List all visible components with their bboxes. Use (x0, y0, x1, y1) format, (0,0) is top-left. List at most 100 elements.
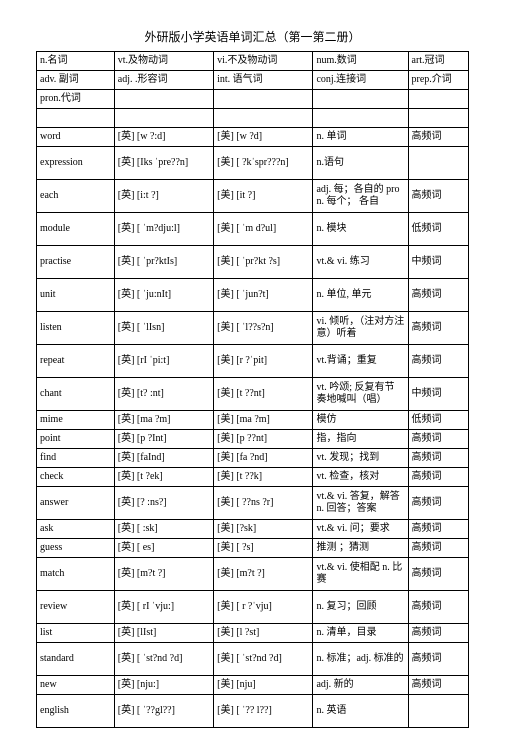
cell-c5: 高频词 (408, 279, 469, 312)
cell-c1: point (37, 430, 115, 449)
header-cell: vi.不及物动词 (214, 52, 313, 71)
cell-c2: [英] [faInd] (114, 449, 213, 468)
cell-c3: [美] [m?t ?] (214, 558, 313, 591)
cell-c1: repeat (37, 345, 115, 378)
cell-c4: n. 单词 (313, 128, 408, 147)
table-row: repeat[英] [rI ˈpi:t][美] [r ?ˈpit]vt.背诵；重… (37, 345, 469, 378)
table-row: practise[英] [ ˈpr?ktIs][美] [ ˈpr?kt ?s]v… (37, 246, 469, 279)
cell-c2: [英] [nju:] (114, 676, 213, 695)
cell-c1: find (37, 449, 115, 468)
table-row: mime[英] [ma ?m][美] [ma ?m]模仿低频词 (37, 411, 469, 430)
table-row: listen[英] [ ˈlIsn][美] [ ˈl??s?n]vi. 倾听，（… (37, 312, 469, 345)
header-cell: prep.介词 (408, 71, 469, 90)
cell-c2: [英] [t ?ek] (114, 468, 213, 487)
cell-c3: [美] [l ?st] (214, 624, 313, 643)
header-cell (214, 109, 313, 128)
cell-c2: [英] [ ˈpr?ktIs] (114, 246, 213, 279)
header-cell: n.名词 (37, 52, 115, 71)
cell-c3: [美] [ ˈl??s?n] (214, 312, 313, 345)
cell-c1: ask (37, 520, 115, 539)
table-row: standard[英] [ ˈst?nd ?d][美] [ ˈst?nd ?d]… (37, 643, 469, 676)
cell-c1: each (37, 180, 115, 213)
table-row: unit[英] [ ˈju:nIt][美] [ ˈjun?t]n. 单位, 单元… (37, 279, 469, 312)
cell-c2: [英] [Iks ˈpre??n] (114, 147, 213, 180)
cell-c5: 高频词 (408, 449, 469, 468)
table-row: word[英] [w ?:d][美] [w ?d]n. 单词高频词 (37, 128, 469, 147)
cell-c5: 高频词 (408, 312, 469, 345)
header-cell (214, 90, 313, 109)
cell-c4: vt.& vi. 使相配 n. 比赛 (313, 558, 408, 591)
cell-c1: check (37, 468, 115, 487)
cell-c3: [美] [it ?] (214, 180, 313, 213)
header-cell: vt.及物动词 (114, 52, 213, 71)
cell-c5: 中频词 (408, 246, 469, 279)
cell-c1: practise (37, 246, 115, 279)
cell-c5: 低频词 (408, 411, 469, 430)
cell-c3: [美] [ma ?m] (214, 411, 313, 430)
cell-c4: vt. 吟颂; 反复有节奏地喊叫（唱） (313, 378, 408, 411)
header-cell (114, 109, 213, 128)
table-row: match[英] [m?t ?][美] [m?t ?]vt.& vi. 使相配 … (37, 558, 469, 591)
cell-c5: 高频词 (408, 520, 469, 539)
cell-c1: word (37, 128, 115, 147)
table-row: check[英] [t ?ek][美] [t ??k]vt. 检查，核对高频词 (37, 468, 469, 487)
header-cell: pron.代词 (37, 90, 115, 109)
table-row: each[英] [i:t ?][美] [it ?]adj. 每；各自的 pron… (37, 180, 469, 213)
header-cell: conj.连接词 (313, 71, 408, 90)
cell-c2: [英] [ es] (114, 539, 213, 558)
table-row: guess[英] [ es][美] [ ?s]推测 ；猜测高频词 (37, 539, 469, 558)
cell-c2: [英] [ma ?m] (114, 411, 213, 430)
cell-c5: 高频词 (408, 430, 469, 449)
header-cell (114, 90, 213, 109)
cell-c2: [英] [ ˈm?dju:l] (114, 213, 213, 246)
cell-c3: [美] [ ??ns ?r] (214, 487, 313, 520)
cell-c3: [美] [t ??k] (214, 468, 313, 487)
cell-c3: [美] [ r ?ˈvju] (214, 591, 313, 624)
cell-c1: listen (37, 312, 115, 345)
vocab-table: n.名词vt.及物动词vi.不及物动词num.数词art.冠词adv. 副词 ad… (36, 51, 469, 728)
cell-c3: [美] [w ?d] (214, 128, 313, 147)
cell-c4: vt. 发现；找到 (313, 449, 408, 468)
cell-c5: 高频词 (408, 624, 469, 643)
cell-c3: [美] [ ˈjun?t] (214, 279, 313, 312)
cell-c4: n.语句 (313, 147, 408, 180)
cell-c5: 高频词 (408, 128, 469, 147)
table-row: point[英] [p ?Int][美] [p ??nt]指，指向高频词 (37, 430, 469, 449)
cell-c5: 高频词 (408, 180, 469, 213)
cell-c3: [美] [ ?s] (214, 539, 313, 558)
cell-c3: [美] [r ?ˈpit] (214, 345, 313, 378)
cell-c5 (408, 695, 469, 728)
cell-c3: [美] [ ?kˈspr???n] (214, 147, 313, 180)
header-cell: adv. 副词 (37, 71, 115, 90)
cell-c2: [英] [t? :nt] (114, 378, 213, 411)
cell-c4: vt.& vi. 练习 (313, 246, 408, 279)
table-row: module[英] [ ˈm?dju:l][美] [ ˈm d?ul]n. 模块… (37, 213, 469, 246)
cell-c1: unit (37, 279, 115, 312)
cell-c4: adj. 每；各自的 pron. 每个； 各自 (313, 180, 408, 213)
cell-c1: module (37, 213, 115, 246)
table-row: ask[英] [ :sk][美] [?sk]vt.& vi. 问；要求高频词 (37, 520, 469, 539)
cell-c3: [美] [p ??nt] (214, 430, 313, 449)
cell-c1: review (37, 591, 115, 624)
cell-c4: 模仿 (313, 411, 408, 430)
cell-c3: [美] [?sk] (214, 520, 313, 539)
cell-c4: vt.& vi. 答复，解答 n. 回答；答案 (313, 487, 408, 520)
header-cell (408, 109, 469, 128)
cell-c4: vt. 检查，核对 (313, 468, 408, 487)
table-row: list[英] [lIst][美] [l ?st]n. 清单，目录高频词 (37, 624, 469, 643)
cell-c1: expression (37, 147, 115, 180)
table-row: new[英] [nju:][美] [nju]adj. 新的高频词 (37, 676, 469, 695)
header-row: n.名词vt.及物动词vi.不及物动词num.数词art.冠词 (37, 52, 469, 71)
header-cell (408, 90, 469, 109)
cell-c5: 高频词 (408, 558, 469, 591)
cell-c1: guess (37, 539, 115, 558)
cell-c1: english (37, 695, 115, 728)
cell-c4: n. 复习；回顾 (313, 591, 408, 624)
cell-c4: n. 英语 (313, 695, 408, 728)
cell-c2: [英] [rI ˈpi:t] (114, 345, 213, 378)
cell-c3: [美] [nju] (214, 676, 313, 695)
cell-c4: vt.背诵；重复 (313, 345, 408, 378)
table-row: chant[英] [t? :nt][美] [t ??nt]vt. 吟颂; 反复有… (37, 378, 469, 411)
cell-c5: 高频词 (408, 345, 469, 378)
cell-c4: 推测 ；猜测 (313, 539, 408, 558)
